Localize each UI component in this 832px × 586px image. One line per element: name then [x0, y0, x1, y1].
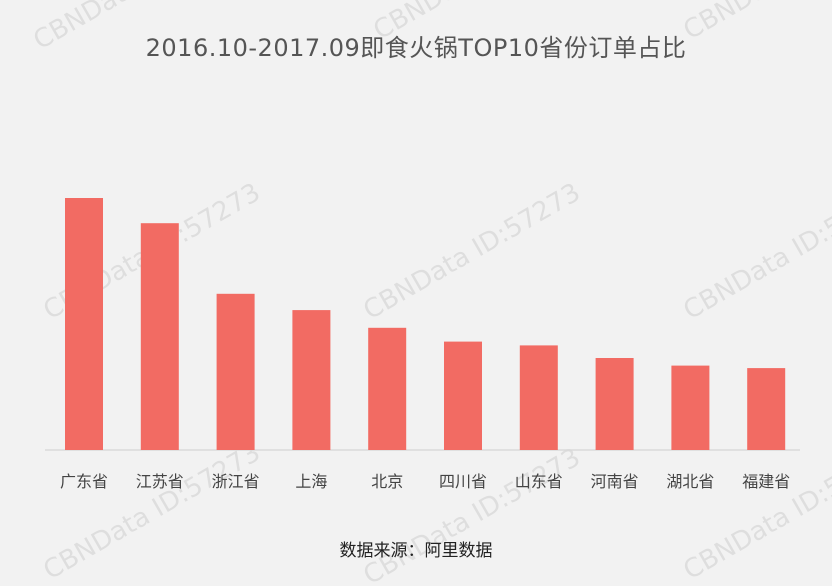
x-tick-label: 上海 [295, 472, 327, 491]
watermark-text: CBNData ID:57273 [359, 178, 586, 326]
watermark-text: CBNData ID:57273 [39, 438, 266, 586]
bar-4 [292, 310, 331, 450]
x-tick-label: 浙江省 [212, 472, 260, 491]
watermark-text: CBNData ID:57273 [359, 443, 586, 586]
x-tick-label: 四川省 [439, 472, 487, 491]
x-tick-label: 福建省 [742, 472, 790, 491]
bar-3 [216, 293, 255, 450]
x-tick-label: 河南省 [591, 472, 639, 491]
bar-8 [595, 358, 634, 450]
bar-9 [671, 365, 710, 450]
x-tick-label: 北京 [371, 472, 403, 491]
watermark-text: CBNData ID:57273 [679, 178, 832, 326]
watermark-text: CBNData ID:57273 [29, 0, 256, 56]
bar-5 [368, 327, 407, 450]
data-source-note: 数据来源：阿里数据 [339, 541, 493, 561]
chart-title: 2016.10-2017.09即食火锅TOP10省份订单占比 [145, 34, 687, 62]
watermark-text: CBNData ID:57273 [679, 438, 832, 586]
x-tick-label: 江苏省 [136, 472, 184, 491]
bar-2 [140, 223, 179, 450]
bar-6 [444, 341, 482, 450]
bar-10 [747, 368, 786, 450]
bar-1 [65, 198, 103, 450]
x-tick-label: 广东省 [60, 472, 108, 491]
x-tick-label: 山东省 [515, 472, 563, 491]
watermark-text: CBNData ID:57273 [369, 0, 596, 46]
bar-7 [519, 345, 558, 450]
watermark-text: CBNData ID:57273 [679, 0, 832, 46]
x-tick-label: 湖北省 [666, 472, 714, 491]
